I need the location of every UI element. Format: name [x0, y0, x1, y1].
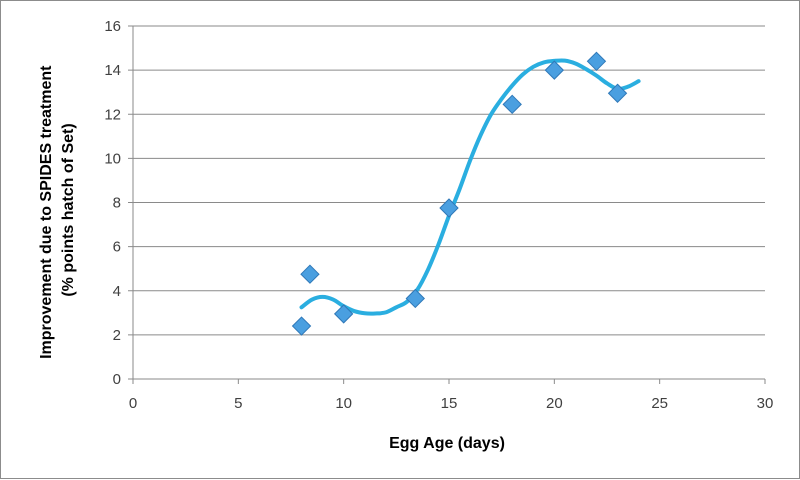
x-axis-title: Egg Age (days)	[389, 435, 505, 452]
x-tick-label: 0	[129, 395, 137, 412]
x-tick-label: 30	[757, 395, 774, 412]
y-axis-title: Improvement due to SPIDES treatment (% p…	[38, 61, 77, 359]
trendline-group	[299, 58, 641, 316]
y-tick-label: 16	[104, 18, 121, 35]
data-point	[300, 264, 320, 284]
y-tick-label: 6	[113, 239, 121, 256]
data-points	[291, 51, 628, 336]
data-point	[502, 94, 522, 115]
data-point	[607, 83, 628, 103]
data-point	[439, 198, 459, 218]
x-tick-label: 15	[441, 395, 458, 412]
x-tick-label: 25	[651, 395, 668, 412]
y-tick-label: 4	[113, 283, 121, 300]
data-point	[544, 60, 565, 80]
data-point	[405, 288, 426, 309]
data-point	[291, 316, 312, 336]
x-tick-label: 10	[335, 395, 352, 412]
y-tick-label: 8	[113, 195, 121, 212]
x-tick-label: 20	[546, 395, 563, 412]
y-tick-label: 12	[104, 106, 121, 123]
axes	[128, 25, 766, 384]
y-tick-label: 2	[113, 327, 121, 344]
y-tick-label: 0	[113, 371, 121, 388]
tick-labels: 0 2 4 6 8 10 12 14 16 0 5 10 15 20 25 30	[104, 18, 773, 412]
y-tick-label: 10	[104, 150, 121, 167]
gridlines	[133, 25, 765, 336]
y-axis-title-line-2: (% points hatch of Set)	[60, 123, 77, 296]
x-tick-label: 5	[234, 395, 242, 412]
y-tick-label: 14	[104, 62, 121, 79]
data-point	[333, 304, 354, 324]
y-axis-title-line-1: Improvement due to SPIDES treatment	[38, 65, 55, 359]
data-point	[586, 51, 607, 72]
trendline	[299, 58, 641, 316]
